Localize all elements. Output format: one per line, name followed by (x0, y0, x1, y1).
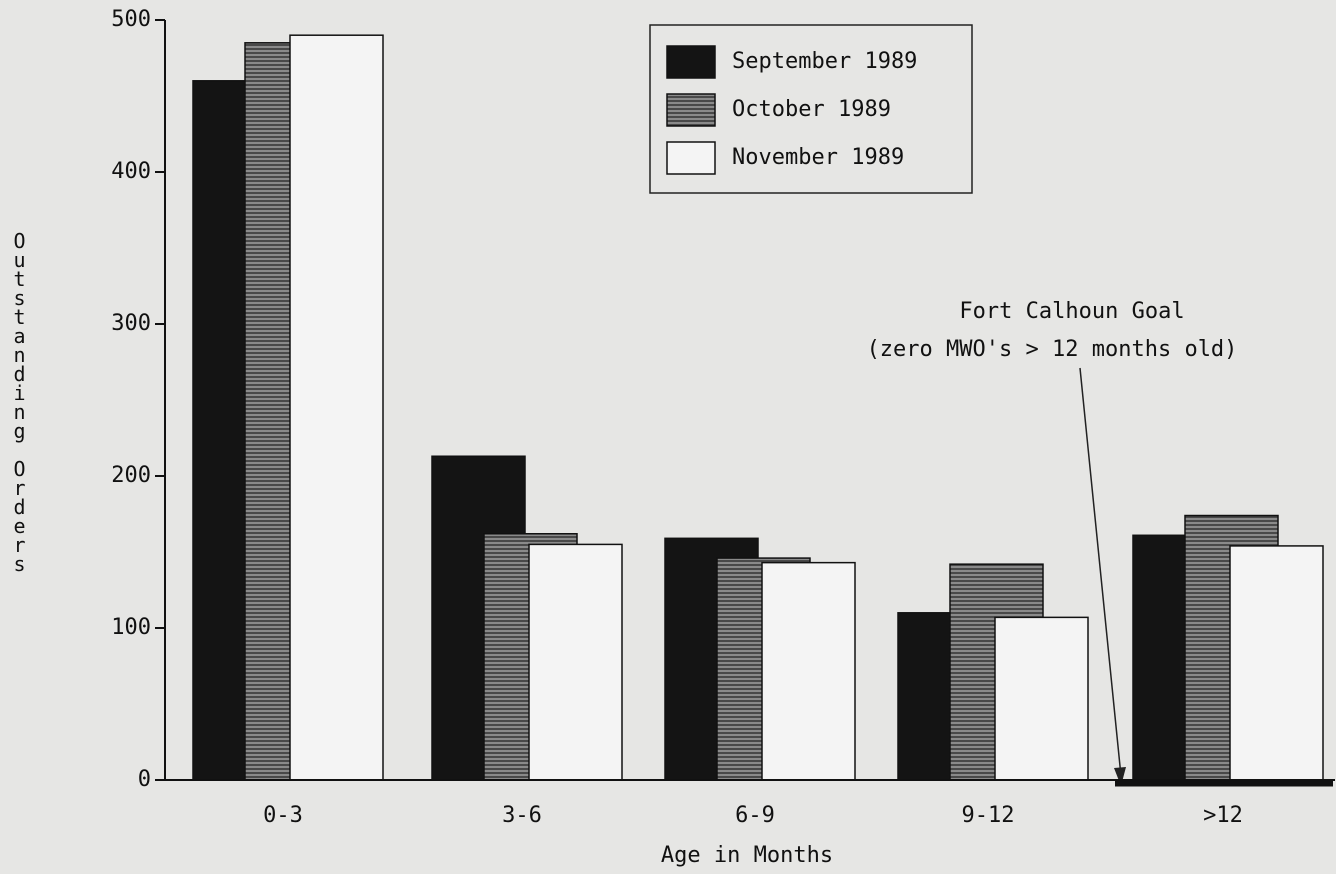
y-tick-label: 200 (111, 463, 151, 488)
x-tick-label: 3-6 (502, 803, 542, 828)
legend-swatch (666, 93, 716, 127)
bar (289, 34, 384, 781)
annotation: Fort Calhoun Goal (959, 299, 1184, 324)
bar (994, 616, 1089, 781)
bar (761, 561, 856, 781)
bar (528, 543, 623, 781)
y-tick-label: 300 (111, 311, 151, 336)
x-axis-label: Age in Months (661, 843, 833, 868)
bar (1229, 545, 1324, 781)
legend-swatch (666, 45, 716, 79)
x-tick-label: 0-3 (263, 803, 303, 828)
annotation-arrow (1079, 367, 1122, 777)
x-tick-label: 9-12 (962, 803, 1015, 828)
legend-label: November 1989 (732, 145, 904, 170)
legend-label: September 1989 (732, 49, 917, 74)
y-tick-label: 500 (111, 7, 151, 32)
x-tick-label: 6-9 (735, 803, 775, 828)
arrow-head (1114, 767, 1126, 786)
annotation: (zero MWO's > 12 months old) (867, 337, 1238, 362)
y-tick-label: 0 (138, 767, 151, 792)
legend-label: October 1989 (732, 97, 891, 122)
y-tick-label: 100 (111, 615, 151, 640)
x-tick-label: >12 (1203, 803, 1243, 828)
legend-swatch (666, 141, 716, 175)
y-tick-label: 400 (111, 159, 151, 184)
y-axis-label: Outstanding Orders (8, 229, 32, 571)
